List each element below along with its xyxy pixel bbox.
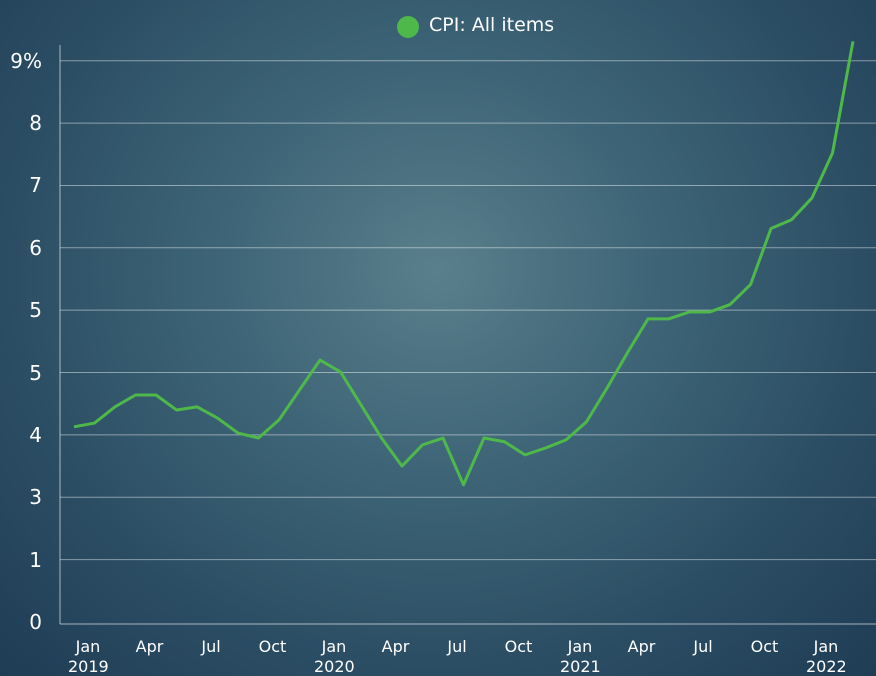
y-tick-label: 8 [29, 111, 42, 135]
y-tick-label: 6 [29, 236, 42, 260]
x-tick-label: Apr [130, 637, 170, 657]
chart: 0 1 3 4 5 5 6 7 8 9% Jan 2019 Apr Jul Oct Jan 2020 Apr J… [0, 0, 876, 676]
y-tick-label: 1 [29, 548, 42, 572]
y-tick-label: 9% [10, 49, 42, 73]
y-tick-label: 3 [29, 485, 42, 509]
plot [0, 0, 876, 676]
y-tick-label: 5 [29, 298, 42, 322]
legend-marker [397, 16, 419, 38]
x-tick-label: Oct [499, 637, 539, 657]
y-tick-label: 4 [29, 423, 42, 447]
y-tick-label: 7 [29, 173, 42, 197]
x-tick-label: Jan 2021 [560, 637, 600, 676]
x-tick-label: Apr [622, 637, 662, 657]
y-tick-label: 5 [29, 361, 42, 385]
line [74, 41, 853, 484]
legend-label: CPI: All items [429, 14, 554, 36]
x-tick-label: Jan 2020 [314, 637, 354, 676]
x-tick-label: Jan 2019 [68, 637, 108, 676]
x-tick-label: Oct [745, 637, 785, 657]
x-tick-label: Apr [376, 637, 416, 657]
x-tick-label: Jan 2022 [806, 637, 846, 676]
x-tick-label: Jul [437, 637, 477, 657]
y-tick-label: 0 [29, 610, 42, 634]
x-tick-label: Jul [191, 637, 231, 657]
x-tick-label: Oct [253, 637, 293, 657]
x-tick-label: Jul [683, 637, 723, 657]
